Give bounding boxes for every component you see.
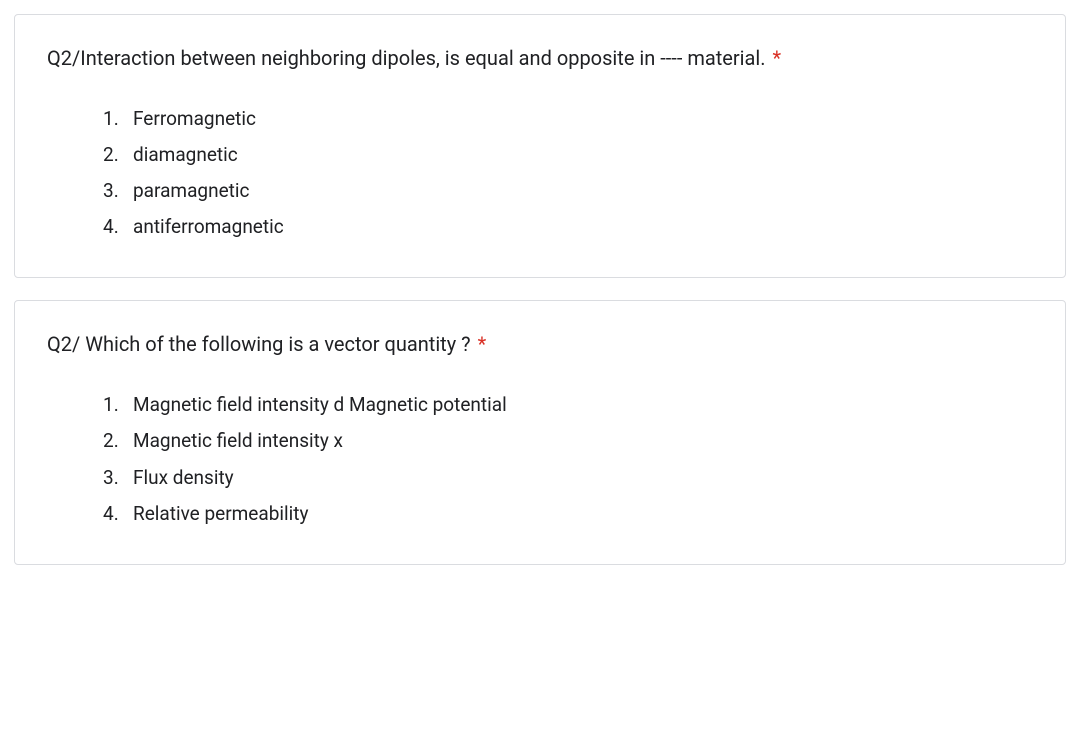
question-text: Q2/ Which of the following is a vector q… [47,332,471,356]
option-item[interactable]: Flux density [133,460,1033,496]
question-title: Q2/Interaction between neighboring dipol… [47,43,1033,73]
option-item[interactable]: Magnetic field intensity x [133,423,1033,459]
question-card-1: Q2/Interaction between neighboring dipol… [14,14,1066,278]
option-item[interactable]: antiferromagnetic [133,209,1033,245]
options-list: Magnetic field intensity d Magnetic pote… [47,387,1033,531]
required-asterisk: * [773,46,782,70]
option-item[interactable]: diamagnetic [133,137,1033,173]
option-item[interactable]: paramagnetic [133,173,1033,209]
option-item[interactable]: Relative permeability [133,496,1033,532]
required-asterisk: * [478,332,487,356]
question-card-2: Q2/ Which of the following is a vector q… [14,300,1066,564]
question-title: Q2/ Which of the following is a vector q… [47,329,1033,359]
options-list: Ferromagnetic diamagnetic paramagnetic a… [47,101,1033,245]
option-item[interactable]: Ferromagnetic [133,101,1033,137]
question-text: Q2/Interaction between neighboring dipol… [47,46,766,70]
option-item[interactable]: Magnetic field intensity d Magnetic pote… [133,387,1033,423]
